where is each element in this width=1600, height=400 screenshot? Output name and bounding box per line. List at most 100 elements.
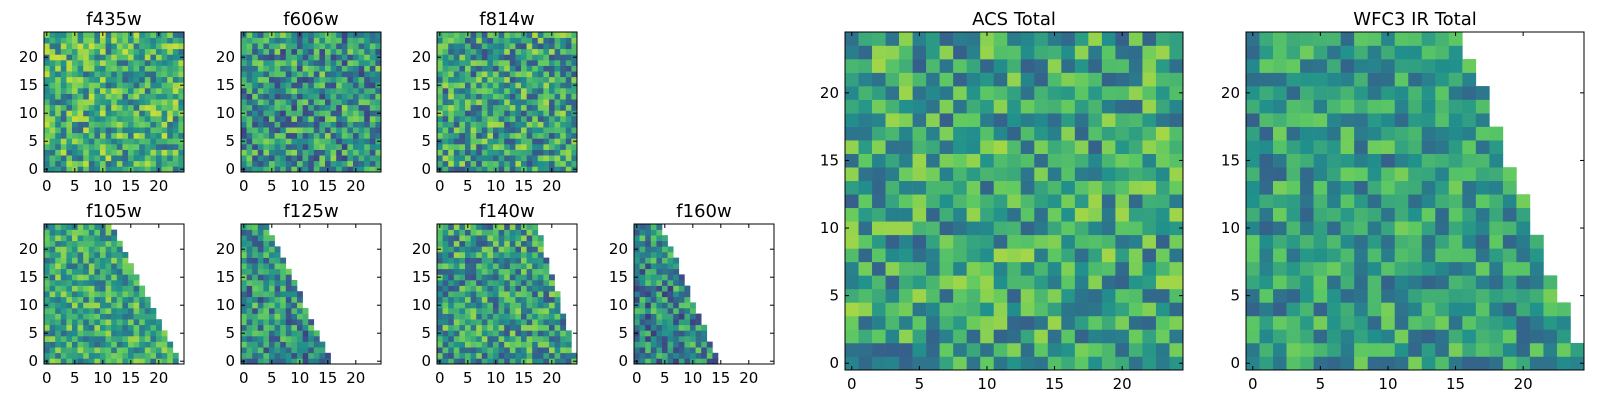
- heatmap-cell: [481, 144, 488, 150]
- heatmap-cell: [116, 252, 123, 258]
- heatmap-cell: [100, 71, 106, 78]
- heatmap-cell: [263, 121, 270, 128]
- heatmap-cell: [83, 144, 90, 150]
- heatmap-cell: [453, 240, 460, 247]
- heatmap-cell: [498, 149, 505, 156]
- heatmap-cell: [1313, 113, 1328, 127]
- heatmap-cell: [993, 45, 1008, 60]
- heatmap-cell: [66, 144, 73, 150]
- heatmap-cell: [1047, 72, 1062, 87]
- heatmap-cell: [66, 65, 73, 72]
- heatmap-cell: [1034, 126, 1049, 141]
- heatmap-cell: [111, 71, 118, 78]
- heatmap-cell: [459, 104, 466, 111]
- heatmap-cell: [470, 291, 477, 298]
- heatmap-cell: [504, 358, 511, 365]
- heatmap-cell: [44, 104, 50, 111]
- heatmap-cell: [1462, 356, 1477, 371]
- heatmap-cell: [526, 347, 533, 354]
- heatmap-cell: [347, 121, 354, 128]
- heatmap-cell: [375, 43, 382, 50]
- heatmap-cell: [111, 82, 118, 89]
- heatmap-cell: [470, 88, 477, 94]
- heatmap-cell: [554, 319, 561, 326]
- heatmap-cell: [105, 149, 112, 156]
- heatmap-cell: [297, 43, 303, 50]
- heatmap-cell: [257, 127, 264, 134]
- heatmap-cell: [347, 37, 354, 44]
- heatmap-cell: [509, 76, 516, 83]
- heatmap-cell: [476, 341, 483, 348]
- heatmap-cell: [280, 347, 287, 354]
- heatmap-cell: [88, 324, 95, 331]
- heatmap-cell: [128, 263, 134, 270]
- heatmap-cell: [291, 291, 298, 298]
- heatmap-cell: [55, 252, 62, 258]
- heatmap-cell: [912, 167, 927, 182]
- heatmap-cell: [684, 324, 691, 331]
- x-tick-label: 0: [239, 369, 249, 387]
- y-tick-label: 0: [28, 352, 38, 370]
- heatmap-cell: [72, 160, 78, 167]
- heatmap-cell: [178, 116, 185, 122]
- heatmap-cell: [269, 240, 275, 247]
- heatmap-cell: [88, 144, 95, 150]
- heatmap-cell: [476, 274, 483, 281]
- heatmap-cell: [291, 121, 298, 128]
- heatmap-cell: [476, 76, 483, 83]
- heatmap-cell: [161, 43, 168, 50]
- heatmap-cell: [498, 358, 505, 365]
- heatmap-cell: [44, 280, 50, 286]
- heatmap-cell: [537, 308, 544, 314]
- heatmap-cell: [537, 60, 544, 66]
- heatmap-cell: [543, 116, 550, 122]
- heatmap-cell: [470, 116, 477, 122]
- heatmap-cell: [55, 324, 62, 331]
- heatmap-cell: [116, 149, 123, 156]
- heatmap-cell: [1327, 288, 1341, 303]
- heatmap-cell: [172, 104, 179, 111]
- heatmap-cell: [55, 37, 62, 44]
- heatmap-cell: [532, 43, 539, 50]
- heatmap-cell: [442, 341, 449, 348]
- heatmap-cell: [845, 86, 859, 100]
- heatmap-cell: [1516, 302, 1531, 317]
- heatmap-cell: [565, 160, 572, 167]
- heatmap-cell: [116, 347, 123, 354]
- heatmap-cell: [60, 263, 67, 270]
- heatmap-cell: [1462, 126, 1477, 141]
- heatmap-cell: [549, 71, 555, 78]
- heatmap-cell: [1313, 180, 1328, 195]
- heatmap-cell: [285, 48, 292, 55]
- heatmap-cell: [252, 252, 259, 258]
- heatmap-cell: [858, 329, 873, 344]
- heatmap-cell: [476, 127, 483, 134]
- heatmap-cell: [94, 93, 101, 100]
- heatmap-cell: [532, 336, 539, 342]
- heatmap-cell: [1128, 207, 1143, 222]
- heatmap-cell: [509, 155, 516, 162]
- heatmap-cell: [526, 76, 533, 83]
- heatmap-cell: [1169, 248, 1184, 263]
- heatmap-cell: [872, 153, 886, 168]
- heatmap-cell: [60, 82, 67, 89]
- heatmap-cell: [44, 263, 50, 270]
- heatmap-cell: [537, 347, 544, 354]
- heatmap-cell: [549, 93, 555, 100]
- heatmap-cell: [1340, 315, 1355, 330]
- heatmap-cell: [302, 99, 309, 106]
- heatmap-cell: [122, 71, 129, 78]
- heatmap-cell: [1340, 113, 1355, 127]
- heatmap-cell: [543, 93, 550, 100]
- heatmap-cell: [1259, 113, 1274, 127]
- heatmap-cell: [1462, 140, 1477, 154]
- heatmap-cell: [1529, 248, 1544, 263]
- heatmap-cell: [639, 235, 646, 242]
- heatmap-cell: [167, 104, 174, 111]
- heatmap-cell: [465, 155, 471, 162]
- heatmap-cell: [537, 240, 544, 247]
- heatmap-cell: [302, 138, 309, 145]
- heatmap-cell: [521, 60, 527, 66]
- heatmap-cell: [257, 76, 264, 83]
- heatmap-cell: [257, 138, 264, 145]
